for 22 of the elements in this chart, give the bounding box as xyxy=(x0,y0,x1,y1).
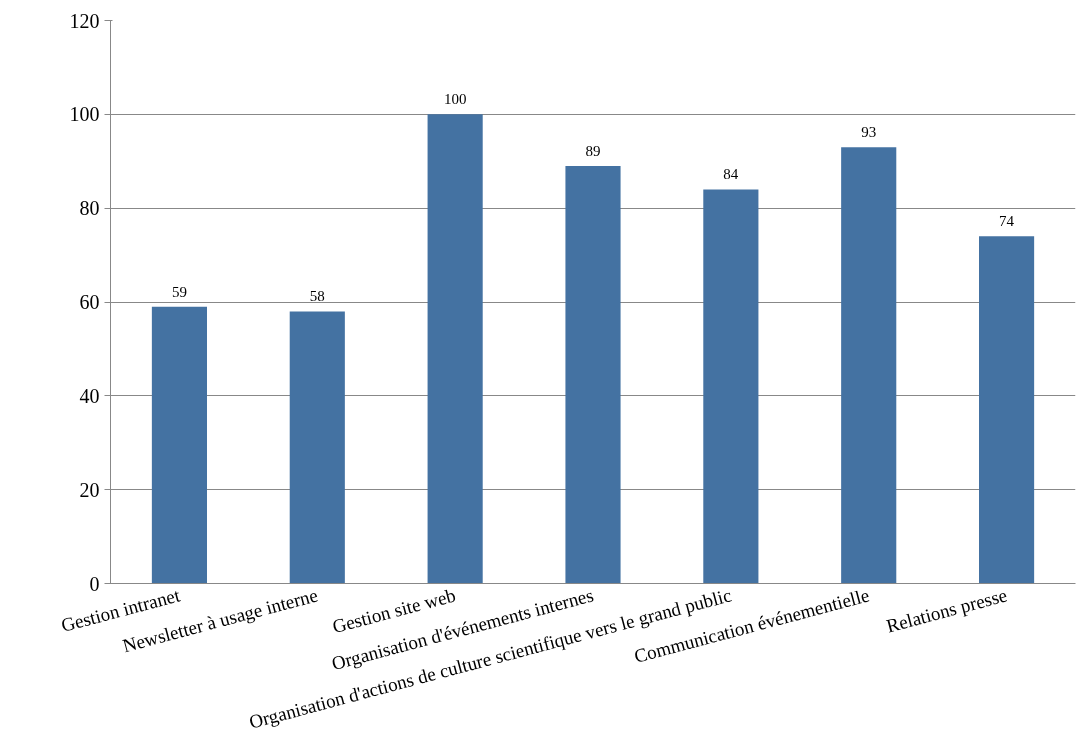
bar xyxy=(427,114,483,584)
y-tick-label: 0 xyxy=(89,572,100,595)
data-label: 93 xyxy=(861,124,877,141)
bar xyxy=(703,189,759,584)
bar xyxy=(841,147,897,584)
data-label: 84 xyxy=(723,166,739,183)
data-label: 58 xyxy=(309,288,325,305)
y-tick-label: 40 xyxy=(79,384,100,407)
data-label: 89 xyxy=(585,142,601,159)
y-tick-label: 80 xyxy=(79,197,100,220)
bar xyxy=(979,236,1035,584)
data-label: 59 xyxy=(171,283,187,300)
y-tick-label: 120 xyxy=(69,9,100,32)
y-tick-label: 60 xyxy=(79,291,100,313)
bar xyxy=(289,311,345,584)
data-label: 100 xyxy=(443,91,467,108)
y-tick-label: 100 xyxy=(69,103,100,126)
bar xyxy=(565,165,621,584)
y-tick-label: 20 xyxy=(79,478,100,501)
bar xyxy=(151,306,207,584)
x-tick-label: Relations presse xyxy=(884,584,1010,637)
data-label: 74 xyxy=(999,213,1015,230)
